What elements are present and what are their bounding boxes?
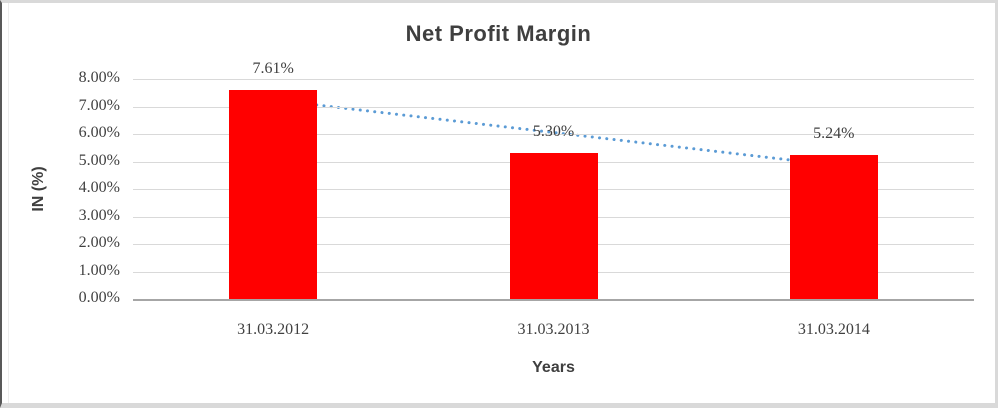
y-tick-label: 6.00% — [78, 124, 120, 141]
data-label: 5.30% — [532, 123, 575, 141]
y-tick-label: 8.00% — [78, 69, 120, 86]
data-label: 7.61% — [252, 59, 294, 77]
plot-area — [133, 79, 974, 301]
bar — [789, 154, 878, 299]
trendline-path — [271, 98, 836, 167]
x-tick-label: 31.03.2013 — [517, 321, 590, 338]
y-tick-label: 5.00% — [78, 151, 120, 169]
y-tick-label: 3.00% — [78, 206, 120, 224]
left-cell-gridline — [8, 3, 9, 403]
y-tick-label: 7.00% — [78, 96, 120, 114]
trendline — [271, 98, 836, 167]
x-tick-label: 31.03.2012 — [237, 321, 310, 338]
chart-title: Net Profit Margin — [405, 21, 592, 46]
y-tick-label: 1.00% — [78, 261, 120, 279]
y-tick-label: 4.00% — [78, 179, 120, 196]
y-tick-label: 2.00% — [78, 234, 120, 251]
data-label: 5.24% — [813, 124, 855, 142]
bar — [509, 153, 598, 299]
gridline — [133, 134, 974, 135]
x-tick-label: 31.03.2014 — [797, 321, 870, 338]
gridline — [133, 106, 974, 108]
y-tick-label: 0.00% — [78, 289, 120, 306]
gridline — [133, 79, 974, 80]
bar — [229, 89, 318, 299]
x-axis-title: Years — [532, 359, 575, 376]
